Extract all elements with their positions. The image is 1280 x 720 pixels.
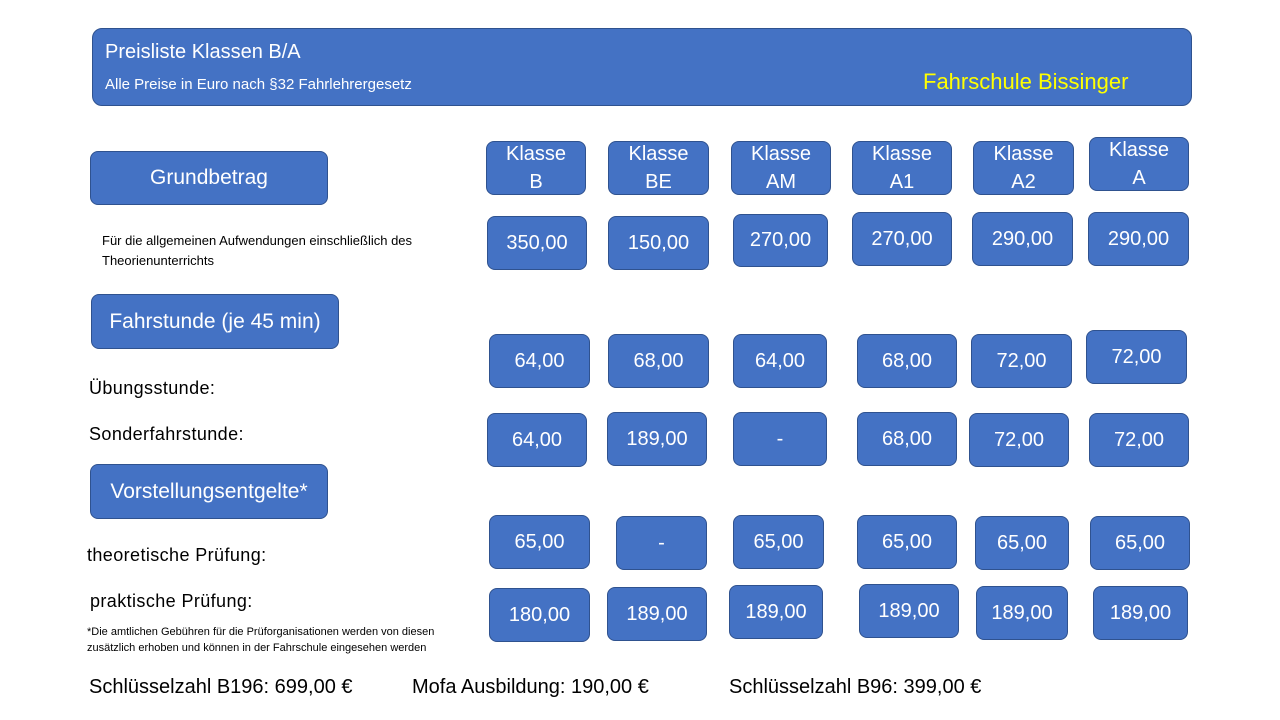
footer-mofa: Mofa Ausbildung: 190,00 € (412, 676, 649, 698)
class-header-a: Klasse A (1089, 137, 1189, 191)
class-header-code: A1 (889, 171, 915, 193)
price-theorie-am: 65,00 (733, 515, 824, 569)
class-header-b: Klasse B (486, 141, 586, 195)
price-praxis-am: 189,00 (729, 585, 823, 639)
price-uebungsstunde-b: 64,00 (489, 334, 590, 388)
footnote-line: zusätzlich erhoben und können in der Fah… (87, 642, 427, 654)
class-header-a1: Klasse A1 (852, 141, 952, 195)
class-header-label: Klasse (628, 143, 689, 165)
price-sonderfahrstunde-am: - (733, 412, 827, 466)
class-header-label: Klasse (993, 143, 1054, 165)
price-uebungsstunde-a2: 72,00 (971, 334, 1072, 388)
class-header-code: A2 (1011, 171, 1036, 193)
price-uebungsstunde-a1: 68,00 (857, 334, 957, 388)
price-grundbetrag-a1: 270,00 (852, 212, 952, 266)
price-sonderfahrstunde-a1: 68,00 (857, 412, 957, 466)
price-praxis-be: 189,00 (607, 587, 707, 641)
class-header-label: Klasse (505, 143, 567, 165)
section-vorstellungsentgelte: Vorstellungsentgelte* (90, 464, 328, 519)
price-theorie-a1: 65,00 (857, 515, 957, 569)
footer-b96: Schlüsselzahl B96: 399,00 € (729, 676, 982, 698)
class-header-code: A (1132, 167, 1146, 189)
class-header-label: Klasse (1108, 139, 1170, 161)
footer-b196: Schlüsselzahl B196: 699,00 € (89, 676, 353, 698)
price-praxis-b: 180,00 (489, 588, 590, 642)
price-uebungsstunde-am: 64,00 (733, 334, 827, 388)
brand-name: Fahrschule Bissinger (923, 69, 1129, 94)
class-header-label: Klasse (871, 143, 933, 165)
price-theorie-be: - (616, 516, 707, 570)
class-header-be: Klasse BE (608, 141, 709, 195)
class-header-code: B (529, 171, 543, 193)
class-header-a2: Klasse A2 (973, 141, 1074, 195)
label-sonderfahrstunde: Sonderfahrstunde: (89, 424, 244, 444)
label-uebungsstunde: Übungsstunde: (89, 378, 216, 398)
grundbetrag-description-line: Theorienunterrichts (102, 253, 214, 268)
class-header-code: AM (766, 171, 796, 193)
header-banner: Preisliste Klassen B/A Alle Preise in Eu… (92, 28, 1192, 106)
price-theorie-a2: 65,00 (975, 516, 1069, 570)
class-header-am: Klasse AM (731, 141, 831, 195)
section-grundbetrag: Grundbetrag (90, 151, 328, 205)
price-sonderfahrstunde-be: 189,00 (607, 412, 707, 466)
price-grundbetrag-b: 350,00 (487, 216, 587, 270)
price-theorie-b: 65,00 (489, 515, 590, 569)
price-grundbetrag-a: 290,00 (1088, 212, 1189, 266)
grundbetrag-description: Für die allgemeinen Aufwendungen einschl… (102, 231, 412, 271)
class-header-code: BE (645, 171, 672, 193)
label-theoretische-pruefung: theoretische Prüfung: (87, 545, 267, 565)
page-subtitle: Alle Preise in Euro nach §32 Fahrlehrerg… (105, 76, 412, 93)
price-sonderfahrstunde-a: 72,00 (1089, 413, 1189, 467)
price-grundbetrag-be: 150,00 (608, 216, 709, 270)
price-praxis-a1: 189,00 (859, 584, 959, 638)
footnote: *Die amtlichen Gebühren für die Prüforga… (87, 624, 434, 656)
price-grundbetrag-a2: 290,00 (972, 212, 1073, 266)
section-fahrstunde: Fahrstunde (je 45 min) (91, 294, 339, 349)
price-sonderfahrstunde-b: 64,00 (487, 413, 587, 467)
price-praxis-a: 189,00 (1093, 586, 1188, 640)
page-title: Preisliste Klassen B/A (105, 41, 301, 63)
price-praxis-a2: 189,00 (976, 586, 1068, 640)
price-grundbetrag-am: 270,00 (733, 214, 828, 267)
price-theorie-a: 65,00 (1090, 516, 1190, 570)
price-uebungsstunde-a: 72,00 (1086, 330, 1187, 384)
price-sonderfahrstunde-a2: 72,00 (969, 413, 1069, 467)
label-praktische-pruefung: praktische Prüfung: (90, 591, 253, 611)
grundbetrag-description-line: Für die allgemeinen Aufwendungen einschl… (102, 233, 413, 248)
price-uebungsstunde-be: 68,00 (608, 334, 709, 388)
class-header-label: Klasse (750, 143, 812, 165)
footnote-line: *Die amtlichen Gebühren für die Prüforga… (87, 626, 435, 638)
